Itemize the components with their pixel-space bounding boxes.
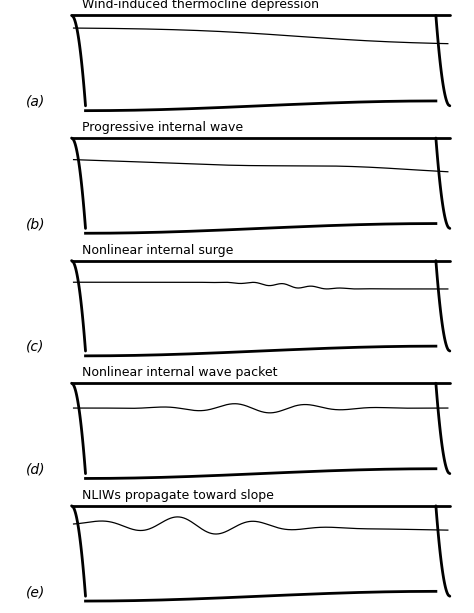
Text: (c): (c) — [26, 340, 44, 354]
Text: Wind-induced thermocline depression: Wind-induced thermocline depression — [82, 0, 319, 12]
Text: (d): (d) — [26, 463, 46, 476]
Text: Nonlinear internal surge: Nonlinear internal surge — [82, 243, 233, 257]
Text: (b): (b) — [26, 218, 46, 231]
Text: NLIWs propagate toward slope: NLIWs propagate toward slope — [82, 489, 273, 502]
Text: (a): (a) — [26, 95, 45, 109]
Text: (e): (e) — [26, 585, 45, 599]
Text: Progressive internal wave: Progressive internal wave — [82, 121, 243, 134]
Text: Nonlinear internal wave packet: Nonlinear internal wave packet — [82, 366, 277, 379]
